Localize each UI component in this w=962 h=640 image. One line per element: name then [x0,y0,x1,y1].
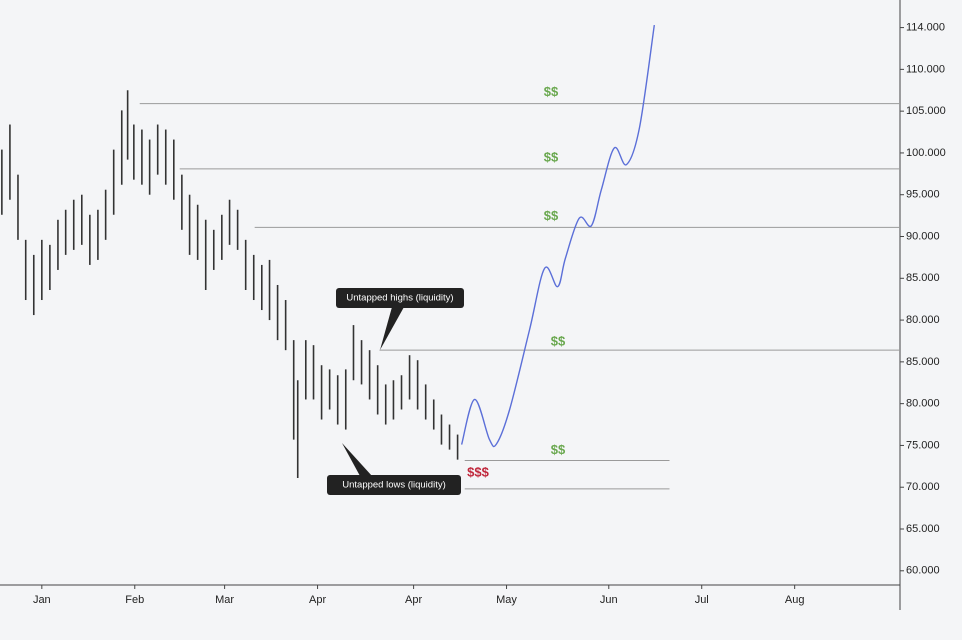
plot-area: $$$$$$$$$$$$$ [1,24,900,490]
y-tick-label: 105.000 [906,105,946,117]
level-label: $$ [551,334,566,349]
y-tick-label: 75.000 [906,439,940,451]
y-tick-label: 80.000 [906,398,940,410]
callout-box [336,288,464,308]
level-label: $$ [544,84,559,99]
x-tick-label: May [496,594,517,606]
callout-highs: Untapped highs (liquidity) [336,288,464,350]
y-tick-label: 100.000 [906,147,946,159]
projection-line [460,24,656,448]
x-tick-label: Apr [405,594,422,606]
level-label: $$$ [467,464,489,479]
x-tick-label: Mar [215,594,234,606]
y-tick-label: 110.000 [906,63,945,75]
level-label: $$ [544,149,559,164]
y-tick-label: 85.000 [906,272,940,284]
level-label: $$ [544,208,559,223]
callout-text: Untapped lows (liquidity) [342,480,446,491]
callout-text: Untapped highs (liquidity) [346,293,453,304]
x-tick-label: Jan [33,594,51,606]
y-tick-label: 85.000 [906,356,940,368]
x-tick-label: Aug [785,594,805,606]
y-tick-label: 70.000 [906,481,940,493]
y-tick-label: 65.000 [906,523,940,535]
callout-pointer [342,443,372,476]
callout-pointer [380,307,404,350]
callout-box [327,475,461,495]
level-label: $$ [551,442,566,457]
x-tick-label: Apr [309,594,326,606]
x-tick-label: Jun [600,594,618,606]
y-tick-label: 114.000 [906,21,945,33]
callout-lows: Untapped lows (liquidity) [327,443,461,495]
y-tick-label: 60.000 [906,565,940,577]
x-tick-label: Jul [695,594,709,606]
y-tick-label: 80.000 [906,314,940,326]
y-tick-label: 95.000 [906,189,940,201]
y-tick-label: 90.000 [906,230,940,242]
x-tick-label: Feb [125,594,144,606]
